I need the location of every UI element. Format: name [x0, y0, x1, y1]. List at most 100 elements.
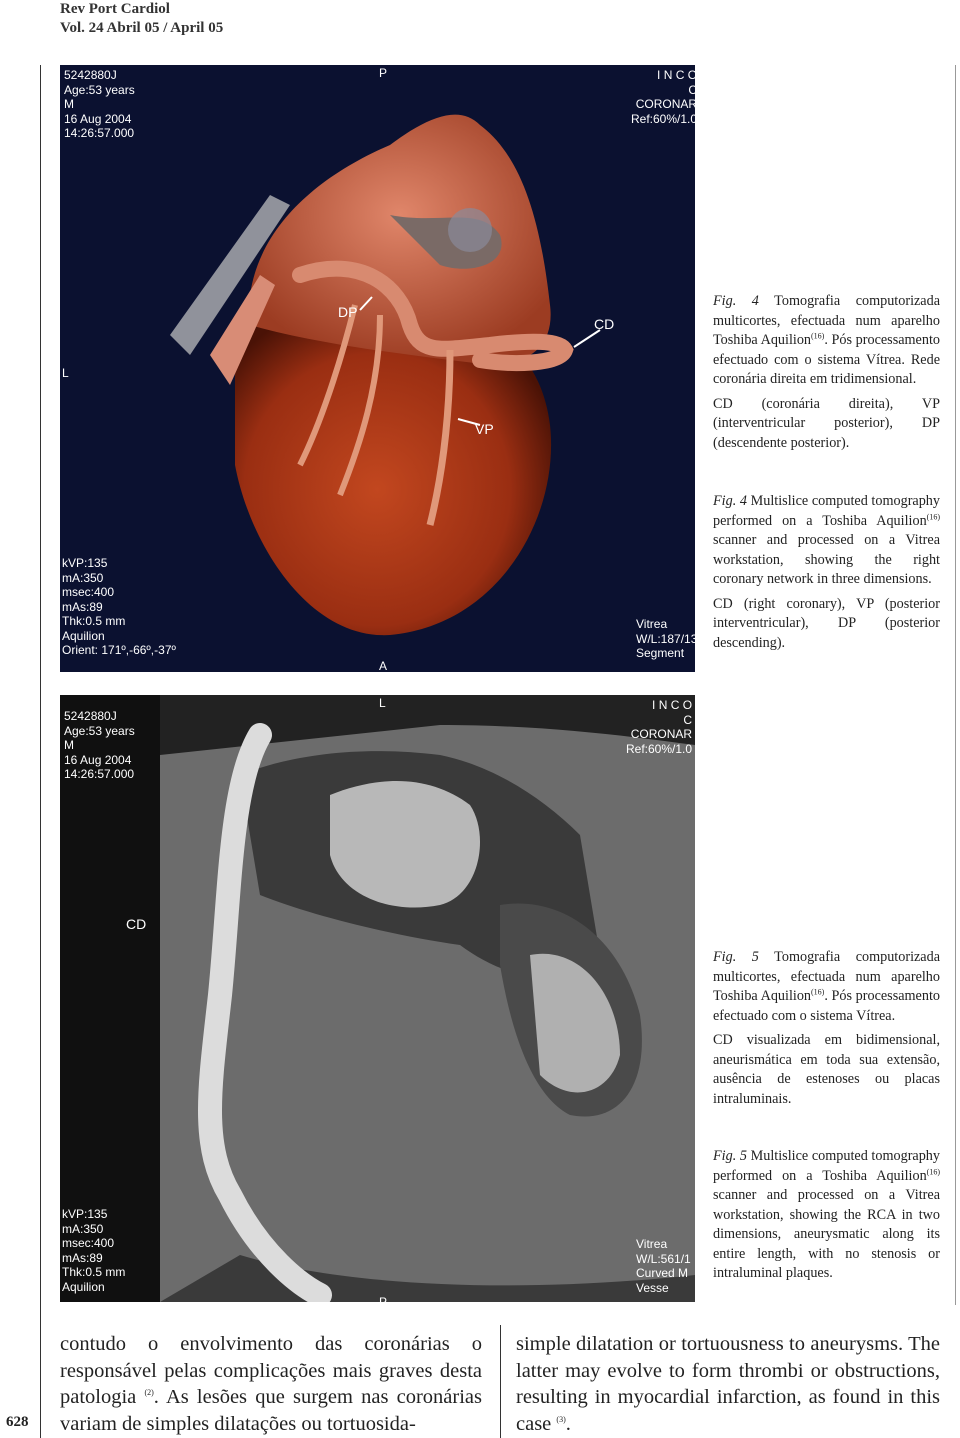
reference: (2) — [144, 1388, 154, 1398]
overlay-line: C — [683, 712, 693, 727]
orientation-bottom: A — [379, 659, 388, 672]
ct-curved-reformat — [60, 695, 695, 1302]
text-run: CD (right coronary), VP (posterior inter… — [713, 595, 940, 651]
volume-line: Vol. 24 Abril 05 / April 05 — [60, 20, 224, 36]
edge-rule — [955, 65, 956, 1305]
overlay-line: Segment — [636, 646, 685, 660]
paragraph: contudo o envolvimento das coronárias o … — [60, 1331, 482, 1437]
overlay-line: Vitrea — [636, 617, 668, 631]
series-info: I N C O C CORONAR Ref:60%/1.0 — [631, 68, 695, 126]
workstation-info: Vitrea W/L:561/1 Curved M Vesse — [636, 1237, 691, 1295]
text-run: . — [565, 1412, 571, 1435]
text-run: . Pós processamento efectuado com o sist… — [713, 332, 940, 387]
paragraph: CD (coronária direita), VP (interventric… — [713, 395, 940, 454]
figure-label: Fig. 5 — [713, 1148, 747, 1164]
paragraph: CD visualizada em bidimensional, aneuris… — [713, 1031, 940, 1109]
text-run: Tomografia computorizada multicortes, ef… — [713, 949, 940, 1004]
workstation-info: Vitrea W/L:187/13 Segment — [636, 617, 695, 661]
reference: (16) — [926, 511, 940, 521]
overlay-line: 14:26:57.000 — [64, 126, 135, 140]
overlay-line: mAs:89 — [62, 599, 103, 614]
overlay-line: kVP:135 — [62, 556, 108, 570]
text-run: scanner and processed on a Vitrea workst… — [713, 1187, 940, 1281]
overlay-line: Thk:0.5 mm — [62, 1265, 126, 1279]
text-run: Tomografia computorizada multicortes, ef… — [713, 293, 940, 348]
figure-image: 5242880J Age:53 years M 16 Aug 2004 14:26:57… — [60, 65, 695, 672]
series-info: I N C O C CORONAR Ref:60%/1.0 — [626, 698, 692, 756]
text-run: Multislice computed tomography performed… — [713, 1148, 940, 1184]
overlay-line: kVP:135 — [62, 1207, 108, 1221]
figure-caption: Fig. 5 Tomografia computorizada multicor… — [713, 948, 940, 1114]
text-run: simple dilatation or tortuousness to ane… — [516, 1333, 940, 1435]
vessel-label: VP — [475, 421, 494, 437]
overlay-line: Vitrea — [636, 1237, 668, 1251]
paragraph: Fig. 5 Tomografia computorizada multicor… — [713, 948, 940, 1026]
overlay-line: C — [688, 82, 695, 97]
figure-label: Fig. 4 — [713, 493, 747, 509]
reference: (3) — [556, 1414, 566, 1424]
overlay-line: M — [64, 738, 74, 752]
scan-parameters: kVP:135 mA:350 msec:400 mAs:89 Thk:0.5 mm Aqu… — [62, 1207, 125, 1294]
overlay-line: W/L:561/1 — [636, 1251, 691, 1266]
body-column: contudo o envolvimento das coronárias o … — [60, 1331, 482, 1437]
overlay-line: 16 Aug 2004 — [64, 752, 132, 767]
text-run: CD (coronária direita), VP (interventric… — [713, 395, 940, 451]
overlay-line: Orient: 171º,-66º,-37º — [62, 643, 176, 657]
orientation-left: L — [62, 366, 69, 380]
overlay-line: CORONAR — [630, 727, 693, 741]
overlay-line: Age:53 years — [64, 723, 135, 738]
paragraph: simple dilatation or tortuousness to ane… — [516, 1331, 940, 1437]
reference: (16) — [926, 1166, 940, 1176]
overlay-line: Age:53 years — [64, 82, 135, 97]
overlay-line: CORONAR — [635, 97, 695, 111]
overlay-line: 14:26:57.000 — [64, 767, 135, 781]
text-run: scanner and processed on a Vitrea workst… — [713, 532, 940, 587]
orientation-bottom: P — [379, 1295, 388, 1302]
overlay-line: 5242880J — [64, 709, 117, 723]
page-number: 628 — [6, 1414, 29, 1430]
text-run: . Pós processamento efectuado com o sist… — [713, 988, 940, 1024]
text-run: . As lesões que surgem nas coronárias va… — [60, 1386, 482, 1435]
figure-caption: Fig. 4 Multislice computed tomography pe… — [713, 492, 940, 658]
overlay-line: Thk:0.5 mm — [62, 614, 126, 628]
overlay-line: 16 Aug 2004 — [64, 111, 132, 126]
overlay-line: mAs:89 — [62, 1250, 103, 1265]
figure-label: Fig. 5 — [713, 949, 759, 965]
paragraph: Fig. 4 Multislice computed tomography pe… — [713, 492, 940, 590]
reference: (16) — [811, 331, 825, 341]
vessel-label: CD — [126, 916, 147, 932]
text-run: Multislice computed tomography performed… — [713, 493, 940, 529]
overlay-line: Aquilion — [62, 1279, 105, 1294]
margin-rule — [40, 65, 41, 1438]
paragraph: CD (right coronary), VP (posterior inter… — [713, 595, 940, 654]
overlay-line: Ref:60%/1.0 — [631, 111, 695, 126]
journal-name: Rev Port Cardiol — [60, 1, 170, 17]
overlay-line: M — [64, 97, 74, 111]
figure-caption: Fig. 4 Tomografia computorizada multicor… — [713, 292, 940, 458]
overlay-line: Aquilion — [62, 628, 105, 643]
body-column: simple dilatation or tortuousness to ane… — [516, 1331, 940, 1437]
patient-info: 5242880J Age:53 years M 16 Aug 2004 14:26:57… — [64, 68, 135, 141]
overlay-line: Ref:60%/1.0 — [626, 741, 693, 756]
overlay-line: 5242880J — [64, 68, 117, 82]
overlay-line: mA:350 — [62, 570, 104, 585]
overlay-line: I N C O — [657, 68, 695, 82]
figure-image: 5242880J Age:53 years M 16 Aug 2004 14:26:57… — [60, 695, 695, 1302]
vessel-label: DP — [338, 304, 358, 320]
reference: (16) — [811, 987, 825, 997]
figure-caption: Fig. 5 Multislice computed tomography pe… — [713, 1147, 940, 1289]
overlay-line: Curved M — [636, 1266, 689, 1280]
paragraph: Fig. 5 Multislice computed tomography pe… — [713, 1147, 940, 1284]
orientation-top: P — [379, 66, 388, 80]
overlay-line: msec:400 — [62, 1236, 115, 1250]
text-run: contudo o envolvimento das coronárias o … — [60, 1333, 482, 1408]
paragraph: Fig. 4 Tomografia computorizada multicor… — [713, 292, 940, 390]
overlay-line: Vesse — [636, 1280, 669, 1295]
overlay-line: W/L:187/13 — [636, 631, 695, 646]
overlay-line: mA:350 — [62, 1221, 104, 1236]
heart-3d-render — [60, 65, 695, 672]
column-rule — [500, 1325, 501, 1438]
overlay-line: I N C O — [652, 698, 693, 712]
vessel-label: CD — [594, 316, 615, 332]
